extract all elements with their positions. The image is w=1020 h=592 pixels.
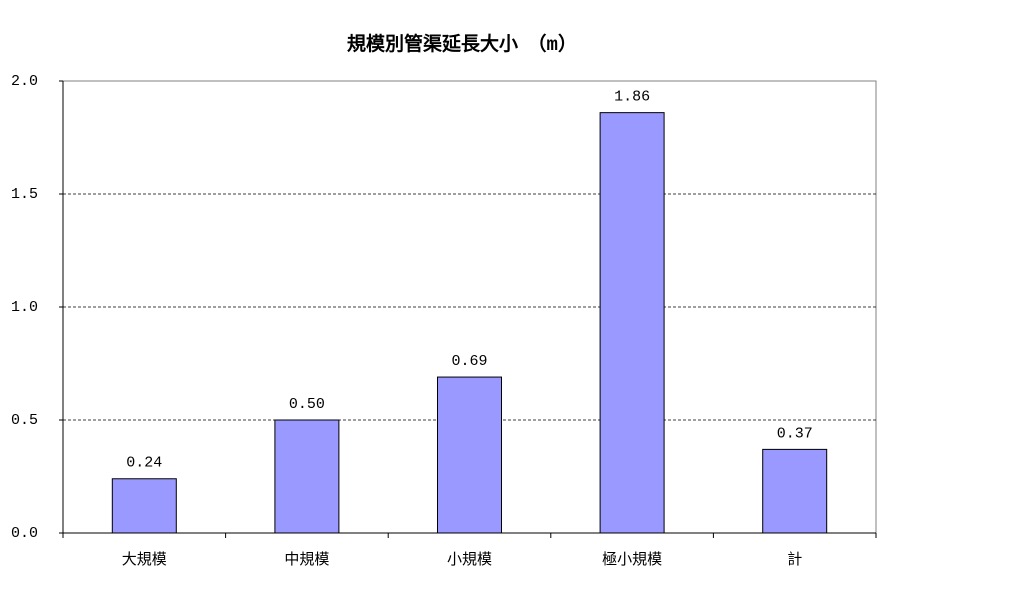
y-tick-label: 2.0 <box>11 73 38 90</box>
x-tick-label: 大規模 <box>122 551 167 569</box>
value-label: 0.50 <box>289 396 325 413</box>
y-tick-label: 0.0 <box>11 525 38 542</box>
x-tick-label: 中規模 <box>284 551 329 569</box>
bar <box>111 478 177 534</box>
x-tick-label: 小規模 <box>447 551 492 569</box>
x-tick-label: 極小規模 <box>602 551 662 569</box>
bar <box>599 112 665 534</box>
value-label: 0.24 <box>126 455 162 472</box>
y-tick-label: 1.5 <box>11 186 38 203</box>
y-tick-label: 1.0 <box>11 299 38 316</box>
y-tick-label: 0.5 <box>11 412 38 429</box>
x-tick-label: 計 <box>787 551 802 569</box>
value-label: 0.69 <box>451 353 487 370</box>
value-label: 0.37 <box>777 425 813 442</box>
bar <box>437 376 502 534</box>
bar <box>274 419 340 534</box>
value-label: 1.86 <box>614 89 650 106</box>
bar <box>762 448 828 534</box>
chart-title: 規模別管渠延長大小 （m） <box>347 32 577 56</box>
